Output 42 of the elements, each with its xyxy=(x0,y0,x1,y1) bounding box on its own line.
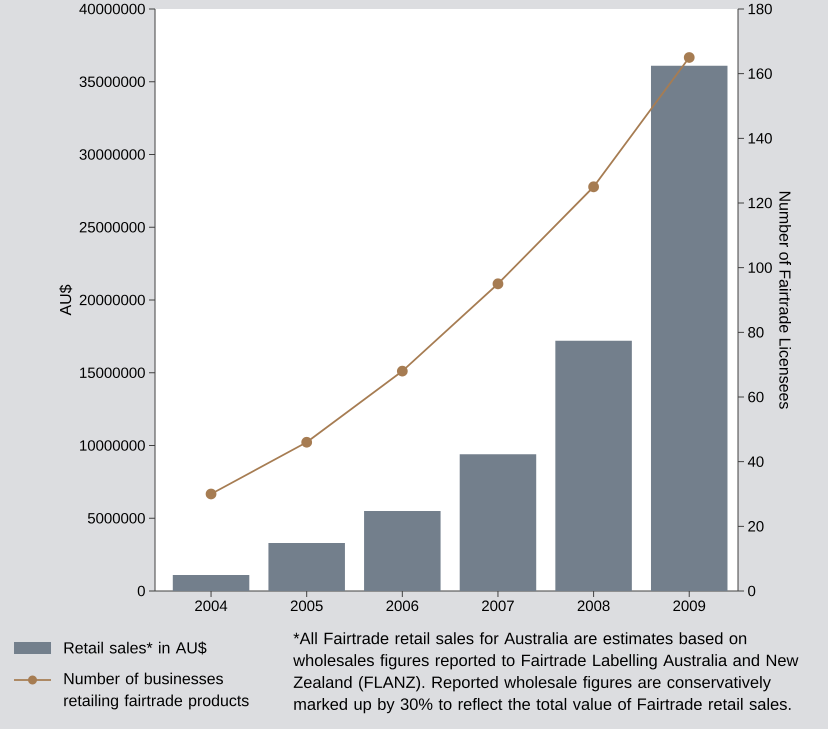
bar xyxy=(650,66,728,591)
bar xyxy=(268,542,345,591)
y-tick-label: 5000000 xyxy=(88,512,145,524)
point xyxy=(684,52,695,63)
y-tick-label: 25000000 xyxy=(80,222,145,233)
x-tick-label: 2005 xyxy=(290,600,323,612)
y-tick-label: 35000000 xyxy=(80,76,145,88)
x-tick-label: 2009 xyxy=(673,600,706,612)
y-tick-label: 30000000 xyxy=(80,149,145,160)
y2-tick-label: 20 xyxy=(748,521,764,532)
x-tick-label: 2006 xyxy=(386,600,418,612)
point xyxy=(492,278,504,290)
y2-tick-label: 40 xyxy=(748,456,764,467)
y2-tick-label: 120 xyxy=(748,198,772,208)
x-tick-label: 2008 xyxy=(578,600,610,612)
y2-tick-label: 180 xyxy=(748,4,772,14)
point xyxy=(301,436,312,448)
y2-tick-label: 140 xyxy=(748,133,772,144)
x-tick-label: 2004 xyxy=(195,600,228,612)
bar xyxy=(555,340,632,591)
text: *All Fairtrade retail sales for Australia are estimates based on wholesales figures reported to Fairtrade Labelling Australia and New Zealand (FLANZ). Reported wholesale figures are conservatively marked up by 30% to reflect the total value of Fairtrade retail sales. xyxy=(293,632,798,714)
y-axis-title: AU$ xyxy=(59,284,72,316)
y2-tick-label: 0 xyxy=(748,586,756,596)
point xyxy=(588,181,599,192)
y2-tick-label: 100 xyxy=(748,262,772,273)
bar xyxy=(364,510,441,591)
y-tick-label: 20000000 xyxy=(80,294,145,306)
y2-tick-label: 160 xyxy=(748,68,772,79)
y2-tick-label: 60 xyxy=(748,392,764,402)
y-tick-label: 15000000 xyxy=(80,367,145,378)
point xyxy=(206,488,216,500)
bar xyxy=(172,574,250,591)
y-tick-label: 0 xyxy=(138,586,145,596)
y2-axis-title: Number of Fairtrade Licensees xyxy=(779,192,792,409)
y-tick-label: 40000000 xyxy=(79,4,145,14)
x-tick-label: 2007 xyxy=(482,600,514,612)
legend-label: Number of businesses retailing fairtrade products xyxy=(64,672,249,710)
legend-label: Retail sales* in AU$ xyxy=(64,642,206,654)
y2-tick-label: 80 xyxy=(748,327,764,338)
point xyxy=(396,366,408,376)
y-tick-label: 10000000 xyxy=(80,440,145,451)
bar xyxy=(460,454,536,591)
